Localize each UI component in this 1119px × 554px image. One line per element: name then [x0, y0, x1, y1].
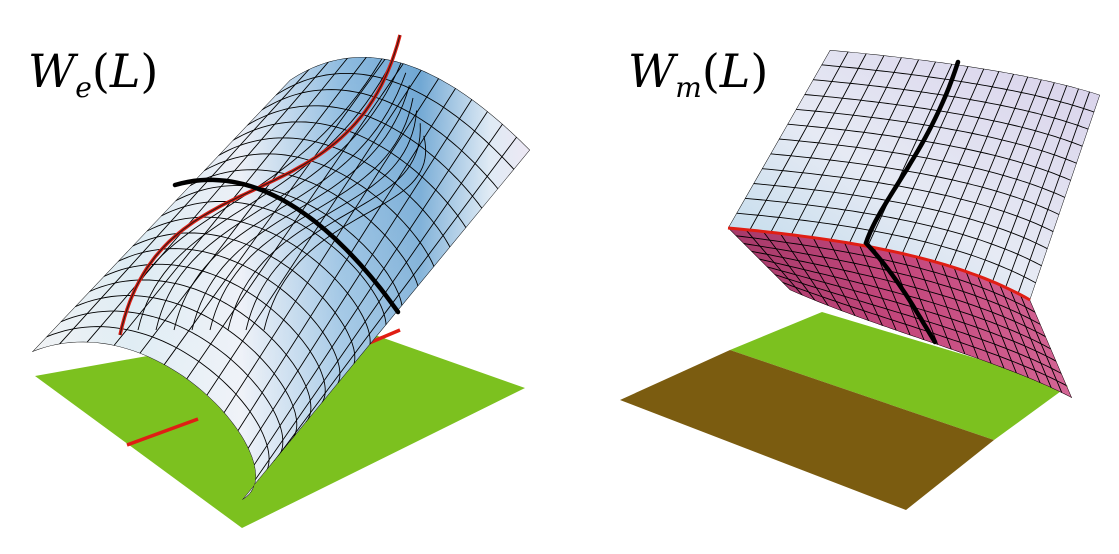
right-ground-plane-brown [620, 350, 994, 510]
left-mesh-parallel [60, 310, 284, 462]
left-mesh-parallel [46, 326, 270, 481]
right-mesh-parallel [744, 197, 1042, 267]
left-mesh-fold [263, 135, 427, 331]
left-mesh-parallel [218, 137, 451, 248]
right-lower-mesh-parallel [743, 243, 1041, 325]
right-surface-mesh [728, 50, 1100, 300]
left-mesh-parallel [74, 295, 298, 443]
right-lower-mesh-parallel [782, 281, 1068, 387]
right-mesh-parallel [804, 94, 1083, 147]
left-mesh-parallel [103, 263, 326, 404]
right-mesh-parallel [821, 64, 1095, 113]
left-mesh-parallel [32, 341, 256, 500]
left-panel-label: We(L) [28, 44, 159, 104]
left-mesh-parallel [289, 57, 530, 151]
right-mesh-parallel [778, 138, 1066, 198]
left-path-curve [172, 177, 401, 315]
right-mesh-parallel [761, 168, 1054, 233]
right-lower-mesh-parallel [774, 274, 1062, 374]
right-mesh-parallel [812, 79, 1089, 130]
left-mesh-fold [119, 57, 396, 331]
left-mesh-fold [209, 97, 414, 331]
right-mesh-parallel [770, 153, 1060, 216]
left-panel [32, 34, 530, 528]
left-mesh-parallel [89, 279, 312, 423]
right-lower-mesh-parallel [766, 266, 1057, 362]
left-mesh-parallel [160, 200, 387, 326]
left-mesh-parallel [175, 185, 403, 306]
right-lower-mesh-parallel [758, 258, 1052, 350]
right-critical-curve [727, 226, 1031, 302]
left-mesh-fold [173, 72, 407, 331]
right-lower-mesh-parallel [751, 250, 1047, 338]
left-mesh-fold [227, 110, 418, 331]
right-mesh-parallel [795, 108, 1077, 164]
left-mesh-parallel [246, 105, 483, 209]
right-panel [620, 50, 1100, 510]
right-lower-mesh-parallel [735, 235, 1036, 313]
left-mesh-fold [155, 60, 403, 331]
right-lower-mesh-parallel [789, 289, 1072, 398]
right-path-curve [863, 59, 961, 345]
left-ground-critical-line-near [126, 417, 199, 447]
left-mesh-fold [137, 57, 400, 331]
left-mesh-parallel [232, 121, 467, 229]
right-ground-plane-green [730, 312, 1068, 440]
left-mesh-parallel [261, 89, 499, 190]
right-mesh-parallel [787, 123, 1071, 181]
left-mesh-parallel [275, 72, 515, 170]
right-mesh-parallel [829, 50, 1100, 96]
left-mesh-parallel [117, 248, 341, 384]
right-panel-label: Wm(L) [628, 44, 769, 104]
right-mesh-parallel [753, 183, 1048, 250]
right-mesh-parallel [736, 212, 1037, 284]
left-mesh-parallel [203, 153, 435, 267]
left-mesh-fold [245, 123, 421, 331]
